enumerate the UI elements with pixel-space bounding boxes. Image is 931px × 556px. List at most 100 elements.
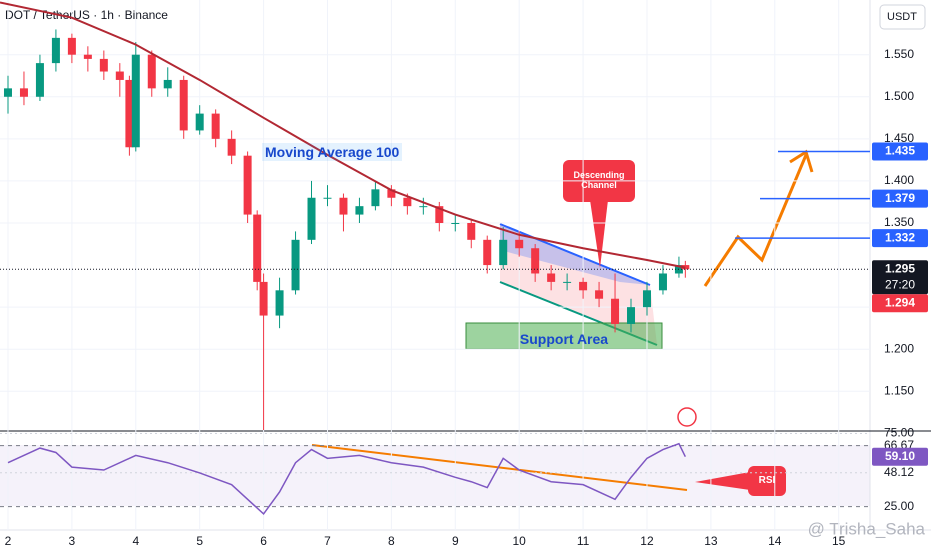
x-tick-label: 2 bbox=[5, 534, 12, 548]
y-tick-label: 1.500 bbox=[884, 89, 914, 103]
prev-price: 1.294 bbox=[885, 295, 915, 309]
rsi-band bbox=[0, 445, 870, 506]
candle-body bbox=[579, 281, 588, 291]
y-tick-label: 1.150 bbox=[884, 383, 914, 397]
candle-body bbox=[387, 189, 396, 198]
y-tick-label: 1.350 bbox=[884, 215, 914, 229]
chart-title: DOT / TetherUS · 1h · Binance bbox=[5, 8, 168, 22]
x-tick-label: 4 bbox=[132, 534, 139, 548]
candle-body bbox=[499, 239, 508, 266]
rsi-pointer bbox=[695, 472, 750, 490]
candle-body bbox=[19, 88, 28, 97]
candle-body bbox=[243, 155, 252, 215]
x-tick-label: 14 bbox=[768, 534, 782, 548]
rsi-trendline bbox=[311, 444, 688, 491]
currency-box[interactable] bbox=[879, 4, 926, 30]
rsi-tick-label: 75.00 bbox=[884, 426, 914, 440]
y-tick-label: 1.550 bbox=[884, 47, 914, 61]
prev-price-tag bbox=[872, 294, 928, 313]
candle-body bbox=[307, 197, 316, 240]
rsi-tag bbox=[872, 447, 928, 466]
candle-body bbox=[467, 222, 476, 240]
support-box bbox=[465, 322, 663, 350]
channel-label: Descending Channel bbox=[573, 170, 625, 190]
countdown: 27:20 bbox=[885, 277, 915, 291]
candle-body bbox=[531, 248, 540, 274]
candle-body bbox=[355, 206, 364, 215]
y-tick-label: 1.200 bbox=[884, 341, 914, 355]
candle-body bbox=[451, 222, 460, 224]
x-tick-label: 5 bbox=[196, 534, 203, 548]
level-label: 1.379 bbox=[885, 191, 915, 205]
x-tick-label: 7 bbox=[324, 534, 331, 548]
last-price-tag bbox=[872, 260, 928, 295]
candle-body bbox=[195, 113, 204, 131]
callout-pointer bbox=[590, 200, 608, 268]
candle-body bbox=[658, 273, 667, 291]
channel-top bbox=[499, 223, 651, 286]
candle-body bbox=[515, 239, 524, 249]
rsi-line bbox=[7, 442, 687, 516]
candle-body bbox=[642, 290, 651, 308]
rsi-tick-label: 25.00 bbox=[884, 499, 914, 513]
candle-body bbox=[83, 54, 92, 59]
x-tick-label: 3 bbox=[69, 534, 76, 548]
support-label: Support Area bbox=[519, 331, 609, 347]
x-tick-label: 12 bbox=[640, 534, 654, 548]
candle-body bbox=[419, 206, 428, 208]
x-tick-label: 10 bbox=[513, 534, 527, 548]
projection bbox=[703, 154, 808, 287]
level-tag bbox=[872, 142, 928, 161]
rsi-tick-label: 48.12 bbox=[884, 465, 914, 479]
candle-body bbox=[115, 71, 124, 80]
candle-body bbox=[339, 197, 348, 215]
y-tick-label: 1.450 bbox=[884, 131, 914, 145]
candle-body bbox=[125, 79, 134, 148]
candle-body bbox=[611, 298, 620, 324]
candle-body bbox=[51, 37, 60, 64]
x-tick-label: 8 bbox=[388, 534, 395, 548]
candle-body bbox=[483, 239, 492, 266]
candle-body bbox=[35, 63, 44, 97]
x-tick-label: 11 bbox=[577, 534, 590, 548]
candle-body bbox=[147, 54, 156, 89]
icon bbox=[677, 407, 697, 427]
candle-body bbox=[563, 281, 572, 283]
candle-body bbox=[227, 138, 236, 156]
x-tick-label: 9 bbox=[452, 534, 459, 548]
rsi-current: 59.10 bbox=[885, 449, 915, 463]
x-tick-label: 6 bbox=[260, 534, 267, 548]
candle-body bbox=[595, 290, 604, 299]
candle-body bbox=[275, 290, 284, 316]
rsi-label: RSI bbox=[758, 475, 776, 486]
candle-body bbox=[67, 37, 76, 55]
watermark: @ Trisha_Saha bbox=[808, 519, 926, 538]
candle-body bbox=[131, 54, 140, 148]
x-tick-label: 15 bbox=[832, 534, 846, 548]
candle-body bbox=[435, 206, 444, 223]
candle-body bbox=[627, 307, 636, 324]
candle-body bbox=[259, 281, 268, 316]
y-tick-label: 1.400 bbox=[884, 173, 914, 187]
candle-body bbox=[99, 58, 108, 72]
candle-body bbox=[291, 239, 300, 291]
level-tag bbox=[872, 189, 928, 208]
x-tick-label: 13 bbox=[704, 534, 718, 548]
candle-body bbox=[403, 197, 412, 207]
candle-body bbox=[323, 197, 332, 199]
candle-body bbox=[547, 273, 556, 282]
candle-body bbox=[211, 113, 220, 139]
candle-body bbox=[253, 214, 262, 282]
candle-body bbox=[3, 88, 12, 97]
candle-body bbox=[371, 189, 380, 207]
candle-body bbox=[179, 79, 188, 131]
level-label: 1.332 bbox=[885, 230, 915, 244]
ma-label: Moving Average 100 bbox=[262, 143, 403, 161]
moving-average bbox=[0, 1, 686, 269]
currency: USDT bbox=[887, 11, 917, 23]
last-price: 1.295 bbox=[885, 261, 915, 275]
level-label: 1.435 bbox=[885, 144, 915, 158]
candle-body bbox=[163, 79, 172, 89]
